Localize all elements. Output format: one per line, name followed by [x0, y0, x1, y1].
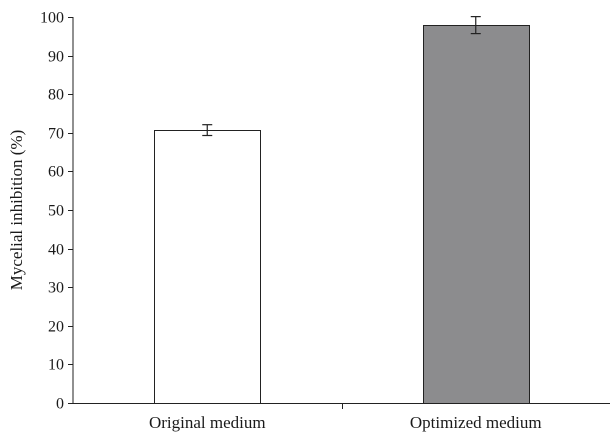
y-axis-title: Mycelial inhibition (%) [7, 130, 26, 291]
y-tick-label: 90 [48, 49, 64, 66]
x-category-label: Optimized medium [410, 413, 542, 432]
y-tick-label: 30 [48, 280, 64, 297]
y-axis: 0 10 20 30 40 50 60 70 80 90 100 [40, 10, 74, 413]
y-tick-label: 10 [48, 357, 64, 374]
y-tick-label: 0 [56, 396, 64, 413]
bars [154, 25, 530, 404]
y-tick-label: 50 [48, 203, 64, 220]
error-bars [202, 16, 481, 137]
bar-original-medium [154, 130, 261, 404]
y-tick-label: 20 [48, 319, 64, 336]
y-tick-label: 100 [40, 10, 64, 27]
bar-optimized-medium [423, 25, 530, 404]
x-axis: Original medium Optimized medium [73, 403, 610, 432]
y-tick-label: 60 [48, 164, 64, 181]
y-tick-label: 80 [48, 87, 64, 104]
y-tick-label: 70 [48, 126, 64, 143]
x-category-label: Original medium [149, 413, 266, 432]
y-tick-label: 40 [48, 242, 64, 259]
